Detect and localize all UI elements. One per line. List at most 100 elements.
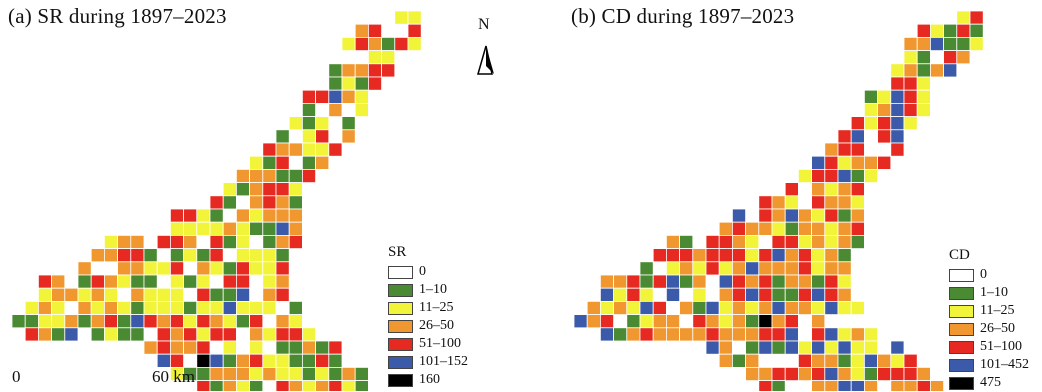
grid-cell <box>943 37 958 52</box>
grid-cell <box>196 208 211 223</box>
grid-cell <box>969 10 984 25</box>
grid-cell <box>956 37 971 52</box>
grid-cell <box>104 248 119 263</box>
grid-cell <box>850 155 865 170</box>
grid-cell <box>811 314 826 329</box>
grid-cell <box>288 116 303 131</box>
grid-cell <box>275 168 290 183</box>
grid-cell <box>890 63 905 78</box>
grid-cell <box>381 37 396 52</box>
grid-cell <box>837 380 852 391</box>
grid-cell <box>692 287 707 302</box>
grid-cell <box>222 366 237 381</box>
grid-cell <box>117 261 132 276</box>
grid-cell <box>288 142 303 157</box>
grid-cell <box>394 37 409 52</box>
grid-cell <box>275 142 290 157</box>
grid-cell <box>745 287 760 302</box>
grid-cell <box>196 274 211 289</box>
grid-cell <box>143 287 158 302</box>
grid-cell <box>249 248 264 263</box>
grid-cell <box>222 261 237 276</box>
grid-cell <box>798 208 813 223</box>
grid-cell <box>262 208 277 223</box>
grid-cell <box>77 274 92 289</box>
grid-cell <box>758 261 773 276</box>
grid-cell <box>718 261 733 276</box>
grid-cell <box>315 155 330 170</box>
grid-cell <box>367 50 382 65</box>
legend-swatch <box>949 286 974 300</box>
grid-cell <box>811 208 826 223</box>
grid-cell <box>600 327 615 342</box>
grid-cell <box>824 234 839 249</box>
grid-cell <box>77 261 92 276</box>
legend-label: 51–100 <box>980 339 1022 354</box>
grid-cell <box>354 89 369 104</box>
legend-item: 26–50 <box>388 317 468 335</box>
grid-cell <box>196 221 211 236</box>
grid-cell <box>784 182 799 197</box>
legend-item: 11–25 <box>949 302 1029 320</box>
grid-cell <box>104 287 119 302</box>
grid-cell <box>771 287 786 302</box>
grid-cell <box>117 248 132 263</box>
grid-cell <box>890 116 905 131</box>
grid-cell <box>600 274 615 289</box>
grid-cell <box>877 366 892 381</box>
grid-cell <box>288 380 303 391</box>
grid-cell <box>811 248 826 263</box>
grid-cell <box>169 287 184 302</box>
grid-cell <box>288 182 303 197</box>
grid-cell <box>235 168 250 183</box>
grid-cell <box>837 327 852 342</box>
grid-cell <box>288 208 303 223</box>
grid-cell <box>183 208 198 223</box>
grid-cell <box>209 234 224 249</box>
grid-cell <box>262 234 277 249</box>
grid-cell <box>824 208 839 223</box>
grid-cell <box>639 314 654 329</box>
grid-cell <box>758 327 773 342</box>
grid-cell <box>652 314 667 329</box>
grid-cell <box>798 366 813 381</box>
grid-cell <box>249 182 264 197</box>
grid-cell <box>249 261 264 276</box>
grid-cell <box>877 116 892 131</box>
legend-item: 101–452 <box>949 356 1029 374</box>
grid-cell <box>222 300 237 315</box>
grid-cell <box>864 340 879 355</box>
grid-cell <box>916 23 931 38</box>
grid-cell <box>877 103 892 118</box>
legend-label: 11–25 <box>419 300 454 315</box>
grid-cell <box>969 37 984 52</box>
grid-cell <box>784 274 799 289</box>
grid-cell <box>916 63 931 78</box>
grid-cell <box>301 340 316 355</box>
grid-cell <box>262 155 277 170</box>
grid-cell <box>209 287 224 302</box>
grid-cell <box>209 261 224 276</box>
grid-cell <box>183 340 198 355</box>
grid-cell <box>824 261 839 276</box>
grid-cell <box>235 300 250 315</box>
grid-cell <box>798 234 813 249</box>
panel-b-grid <box>573 10 984 391</box>
legend-label: 0 <box>980 267 987 282</box>
grid-cell <box>943 63 958 78</box>
grid-cell <box>784 234 799 249</box>
grid-cell <box>235 234 250 249</box>
grid-cell <box>262 287 277 302</box>
legend-swatch <box>949 376 974 390</box>
grid-cell <box>64 314 79 329</box>
grid-cell <box>903 50 918 65</box>
grid-cell <box>156 261 171 276</box>
grid-cell <box>249 300 264 315</box>
grid-cell <box>824 182 839 197</box>
grid-cell <box>381 63 396 78</box>
grid-cell <box>394 10 409 25</box>
grid-cell <box>692 327 707 342</box>
grid-cell <box>301 103 316 118</box>
grid-cell <box>679 234 694 249</box>
grid-cell <box>249 155 264 170</box>
